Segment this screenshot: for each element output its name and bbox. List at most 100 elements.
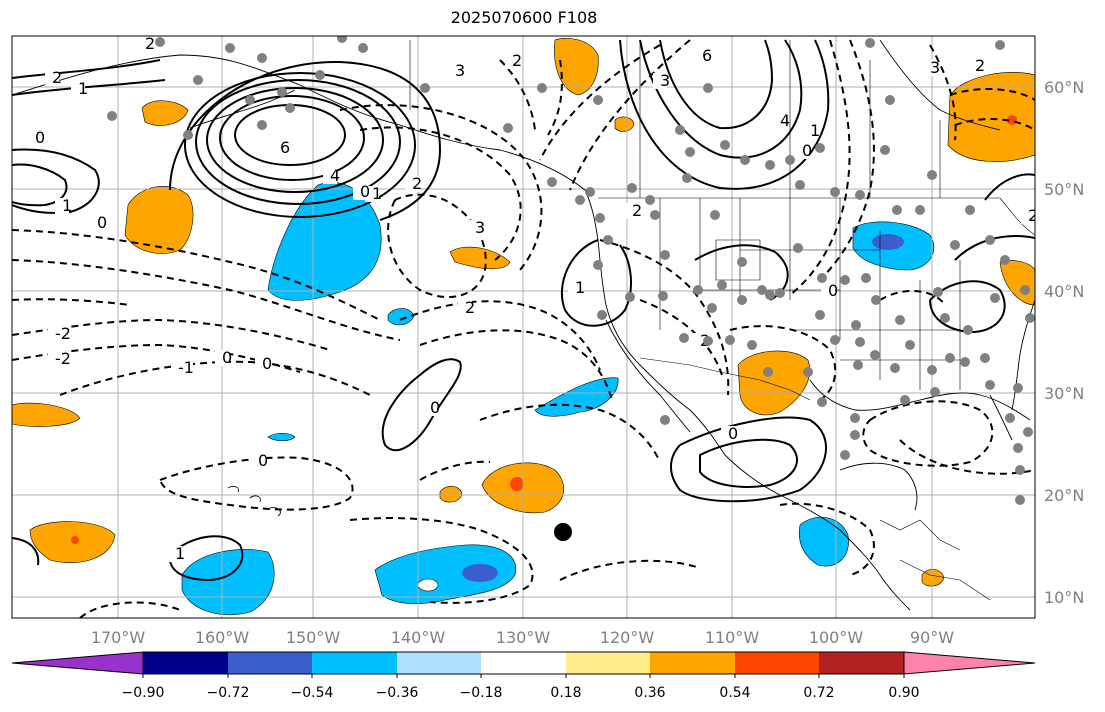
station-dot: [737, 295, 747, 305]
contour-label: 1: [62, 196, 72, 215]
station-dot: [660, 415, 670, 425]
station-dot: [358, 43, 368, 53]
coast-yucatan: [839, 462, 918, 511]
lat-label: 60°N: [1044, 78, 1084, 97]
contour-dash-16: [559, 559, 701, 581]
station-dot: [803, 367, 813, 377]
contour-dash-27: [862, 400, 994, 467]
contour-label-bg: [215, 350, 229, 366]
contour-dash-8: [339, 104, 543, 271]
contour-label-bg: [323, 168, 337, 184]
contour-label-bg: [695, 48, 709, 64]
station-dot: [765, 290, 775, 300]
contour-dash-1: [12, 229, 381, 321]
lon-label: 140°W: [391, 628, 446, 647]
contour-label: 1: [810, 121, 820, 140]
border-us-mexico: [639, 357, 811, 401]
contour-canada-high-3: [659, 39, 774, 130]
contour-label: -2: [55, 324, 71, 343]
station-dot: [1013, 443, 1023, 453]
station-dot: [853, 360, 863, 370]
contour-label-bg: [625, 203, 639, 219]
station-dot: [1015, 465, 1025, 475]
contour-high-outer: [169, 60, 442, 221]
contour-label: 2: [145, 34, 155, 53]
contour-label: 0: [258, 451, 268, 470]
colorbar: −0.90 −0.72 −0.54 −0.36 −0.18 0.18 0.36 0.54 0.7…: [11, 651, 1036, 701]
station-dot: [155, 37, 165, 47]
station-dot: [257, 120, 267, 130]
lat-label: 50°N: [1044, 180, 1084, 199]
contour-label: -2: [55, 349, 71, 368]
station-dot: [1020, 285, 1030, 295]
contour-label-bg: [365, 186, 379, 202]
coast-alaska: [12, 54, 586, 191]
contour-label: 3: [660, 71, 670, 90]
colorbar-segment: [650, 652, 735, 674]
colorbar-tick-label: 0.72: [803, 685, 834, 701]
contour-dash-2: [12, 259, 401, 341]
contour-label: 2: [1028, 206, 1038, 225]
station-dot: [193, 75, 203, 85]
colorbar-segment: [397, 652, 481, 674]
station-dot: [980, 353, 990, 363]
lon-label: 100°W: [809, 628, 864, 647]
contour-label: 0: [430, 398, 440, 417]
colorbar-segment: [312, 652, 397, 674]
station-dot: [850, 413, 860, 423]
station-dot: [747, 340, 757, 350]
contour-label: 2: [512, 51, 522, 70]
station-dot: [995, 40, 1005, 50]
coast-gulf: [809, 379, 1031, 421]
contour-north-1: [12, 79, 166, 96]
contour-dash-33: [12, 298, 131, 306]
contour-dash-32: [499, 59, 536, 131]
station-dot: [840, 275, 850, 285]
contour-label-bg: [773, 113, 787, 129]
shade-blue-baja-offshore: [534, 377, 619, 417]
colorbar-segment: [819, 652, 904, 674]
station-dot: [855, 337, 865, 347]
contour-label-bg: [923, 60, 937, 76]
station-dot: [693, 285, 703, 295]
contour-label-bg: [55, 198, 69, 214]
station-dot: [915, 205, 925, 215]
longitude-labels: 170°W 160°W 150°W 140°W 130°W 120°W 110°W 100°W…: [91, 628, 954, 647]
station-dot: [840, 450, 850, 460]
contour-label: 0: [97, 213, 107, 232]
colorbar-tick-label: −0.72: [207, 685, 250, 701]
shade-gap: [417, 578, 439, 592]
contour-label: 2: [52, 68, 62, 87]
contour-label-bg: [448, 63, 462, 79]
station-dot: [225, 43, 235, 53]
station-dot: [597, 310, 607, 320]
station-dot: [737, 257, 747, 267]
border-us-canada: [409, 40, 1035, 236]
station-dot: [675, 125, 685, 135]
contour-label-bg: [821, 283, 835, 299]
contour-dash-3: [12, 318, 331, 351]
colorbar-segment: [228, 652, 312, 674]
station-dot: [503, 123, 513, 133]
lon-label: 160°W: [195, 628, 250, 647]
contour-dash-19: [639, 299, 723, 376]
station-dot: [625, 292, 635, 302]
contour-dash-11: [479, 403, 661, 463]
contour-east-1: [929, 280, 1006, 334]
station-dot: [927, 365, 937, 375]
contour-label: 3: [930, 58, 940, 77]
shade-orange-gulf-alaska: [554, 37, 599, 96]
contour-label: 1: [175, 544, 185, 563]
station-dot: [880, 145, 890, 155]
station-dot: [763, 367, 773, 377]
station-dot: [682, 173, 692, 183]
highlight-marker: [554, 523, 572, 541]
colorbar-segment: [566, 652, 650, 674]
contour-label-bg: [353, 184, 367, 200]
contour-label-bg: [568, 280, 582, 296]
station-dot: [603, 235, 613, 245]
station-dot: [892, 205, 902, 215]
contour-label-bg: [468, 220, 482, 236]
